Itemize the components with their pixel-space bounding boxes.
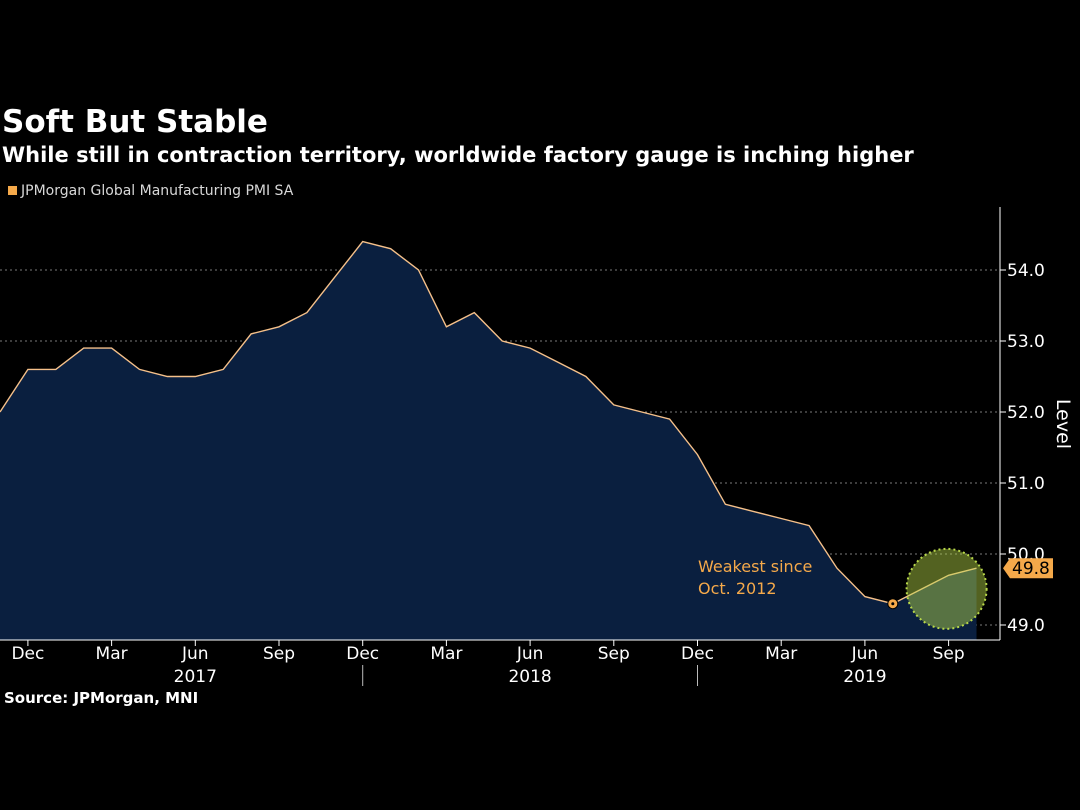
last-value-label: 49.8 xyxy=(1012,559,1050,579)
x-tick-label: Sep xyxy=(263,644,295,664)
x-tick-label: Dec xyxy=(681,644,714,664)
annotation: Weakest since Oct. 2012 xyxy=(698,557,899,610)
y-tick-label: 54.0 xyxy=(1007,261,1045,281)
legend-swatch xyxy=(8,186,17,195)
highlight-region xyxy=(905,547,988,630)
chart-title: Soft But Stable xyxy=(2,104,268,140)
x-tick-label: Mar xyxy=(430,644,462,664)
legend: JPMorgan Global Manufacturing PMI SA xyxy=(8,182,293,200)
x-tick-label: Dec xyxy=(11,644,44,664)
chart-subtitle: While still in contraction territory, wo… xyxy=(2,143,914,167)
annotation-marker-dot xyxy=(891,602,895,606)
highlight-circle xyxy=(905,547,988,630)
legend-label: JPMorgan Global Manufacturing PMI SA xyxy=(21,183,294,199)
year-label: 2017 xyxy=(174,667,217,687)
annotation-text-line2: Oct. 2012 xyxy=(698,579,777,598)
x-tick-label: Jun xyxy=(516,644,544,664)
x-tick-label: Sep xyxy=(933,644,965,664)
pmi-line xyxy=(0,240,977,605)
year-label: 2018 xyxy=(508,667,551,687)
x-tick-label: Sep xyxy=(598,644,630,664)
year-label: 2019 xyxy=(843,667,886,687)
last-value-tag xyxy=(1003,558,1053,579)
annotation-text-line1: Weakest since xyxy=(698,557,812,576)
y-tick-label: 49.0 xyxy=(1007,616,1045,636)
x-tick-label: Mar xyxy=(765,644,797,664)
y-tick-label: 53.0 xyxy=(1007,332,1045,352)
pmi-area xyxy=(0,241,977,640)
y-tick-label: 52.0 xyxy=(1007,403,1045,423)
x-tick-label: Dec xyxy=(346,644,379,664)
source-note: Source: JPMorgan, MNI xyxy=(4,689,199,707)
x-tick-label: Jun xyxy=(181,644,209,664)
x-axis: Dec Mar Jun Sep Dec Mar Jun Sep Dec Mar Jun Sep 2017… xyxy=(0,639,1000,687)
x-tick-label: Mar xyxy=(96,644,128,664)
x-tick-label: Jun xyxy=(851,644,879,664)
y-tick-label: 51.0 xyxy=(1007,474,1045,494)
y-axis-label: Level xyxy=(1052,399,1074,449)
